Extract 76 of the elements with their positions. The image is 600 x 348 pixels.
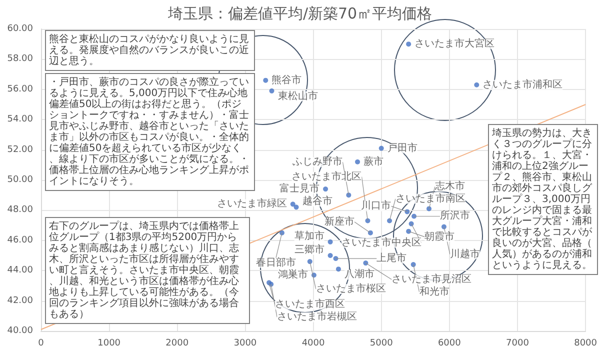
annotation: さいたま市北区 bbox=[292, 170, 362, 182]
annotation: 和光市 bbox=[419, 286, 450, 298]
annotation: さいたま市桜区 bbox=[316, 282, 386, 295]
annotation: 熊谷と東松山のコスパがかなり良いように見える。発展度や自然のバランスが良いこの近辺と思う。 bbox=[49, 33, 249, 67]
point bbox=[263, 78, 268, 83]
text: 右下のグループは、埼玉県内では価格帯上位グループ（1都3県の平均5200万円からみると割高感はあまり感じない）川口、志木、所沢といった市区は所得層が住みやすい町と言えそう。さいたま市中央区、朝霞、川越、和光という市区は価格帯が住み心地よりも上昇している可能性がある。（今回のランキング項目以外に強味がある場合もある） bbox=[49, 221, 239, 320]
x-tick-label: 7000 bbox=[506, 338, 530, 348]
annotation: 戸田市 bbox=[387, 142, 418, 154]
y-tick-label: 52.00 bbox=[7, 144, 34, 155]
annotation: 蕨市 bbox=[364, 155, 384, 168]
point bbox=[323, 186, 328, 192]
y-tick-label: 60.00 bbox=[7, 24, 34, 34]
point bbox=[269, 88, 274, 94]
annotation: 富士見市 bbox=[280, 182, 320, 195]
text: ・戸田市、蕨市のコスパの良さが際立っているように見える。5,000万円以下で住み心地偏差値50以上の街はお得だと思う。（ポジショントークですね・・すみません）・富士見市やふじみ野市、越谷市といった「さいたま市」以外の市区もコスパが良い。・全体的に偏差値50を超えられている市区が少なく、線より下の市区が多いことが気になる。・価格帯上位層の住み心地ランキング上昇がポイントになりそう。 bbox=[49, 77, 249, 187]
point bbox=[328, 239, 333, 244]
point bbox=[410, 262, 416, 268]
point bbox=[290, 202, 296, 207]
annotation: 川越市 bbox=[450, 248, 480, 260]
annotation: さいたま市大宮区 bbox=[414, 38, 495, 50]
point bbox=[355, 159, 360, 164]
annotation: 八潮市 bbox=[344, 268, 374, 280]
point bbox=[279, 230, 284, 236]
x-tick-label: 5000 bbox=[370, 338, 394, 348]
annotation: 所沢市 bbox=[440, 210, 470, 222]
y-tick-label: 54.00 bbox=[7, 114, 34, 125]
annotation: さいたま市緑区 bbox=[216, 198, 287, 210]
x-tick-label: 0 bbox=[38, 338, 44, 348]
point bbox=[406, 42, 412, 47]
x-tick-label: 4000 bbox=[302, 338, 325, 348]
y-tick-label: 44.00 bbox=[7, 266, 34, 276]
y-tick-label: 50.00 bbox=[7, 175, 34, 185]
annotation: ふじみ野市 bbox=[292, 156, 343, 168]
y-tick-label: 56.00 bbox=[7, 84, 34, 94]
point bbox=[378, 146, 384, 151]
annotation: 春日部市 bbox=[256, 256, 296, 268]
annotation: 川口市 bbox=[361, 200, 392, 212]
x-tick-label: 1000 bbox=[98, 338, 121, 348]
y-tick-label: 58.00 bbox=[7, 54, 34, 64]
text: 埼玉県の勢力は、大きく３つのグループに分けられる。１、大宮・浦和の上位2強グループ２、熊谷市、東松山市の郊外コスパ良しグループ３、3,000万円のレンジ内で固まる最大グループ大宮・浦和で比較するとコスパが良いのが大宮、品格（人気）があるのが浦和というように見える。 bbox=[492, 128, 592, 271]
x-tick-label: 6000 bbox=[438, 338, 462, 348]
annotation: さいたま市中央区 bbox=[341, 236, 422, 248]
x-tick-label: 3000 bbox=[234, 338, 257, 348]
point bbox=[294, 204, 299, 210]
chart-title: 埼玉県：偏差値平均/新築70㎡平均価格 bbox=[166, 4, 432, 22]
annotation: 越谷市 bbox=[302, 195, 332, 208]
annotation: 東松山市 bbox=[278, 90, 318, 102]
annotation: 朝霞市 bbox=[424, 230, 455, 242]
annotation: 新座市 bbox=[324, 215, 354, 228]
annotation: さいたま市浦和区 bbox=[482, 78, 563, 90]
y-tick-label: 46.00 bbox=[7, 235, 34, 246]
point bbox=[328, 253, 333, 258]
annotation: さいたま市西区 bbox=[275, 298, 346, 310]
point bbox=[346, 192, 352, 198]
point bbox=[363, 260, 368, 266]
point bbox=[336, 266, 341, 272]
annotation: さいたま市南区 bbox=[396, 192, 466, 204]
point bbox=[412, 214, 417, 219]
point bbox=[426, 206, 432, 212]
point bbox=[474, 82, 480, 88]
y-tick-label: 40.00 bbox=[7, 326, 34, 336]
annotation: 志木市 bbox=[434, 180, 465, 192]
annotation: 草加市 bbox=[294, 230, 324, 242]
annotation: 熊谷市 bbox=[272, 74, 302, 86]
x-tick-label: 8000 bbox=[574, 338, 598, 348]
annotation: さいたま市岩槻区 bbox=[277, 310, 358, 323]
point bbox=[307, 259, 312, 264]
point bbox=[368, 230, 373, 236]
x-tick-label: 2000 bbox=[166, 338, 189, 348]
annotation: さいたま市見沼区 bbox=[392, 273, 472, 286]
y-tick-label: 48.00 bbox=[7, 205, 34, 216]
annotation: 上尾市 bbox=[376, 252, 407, 264]
annotation: 鴻巣市 bbox=[278, 268, 308, 281]
annotation: 三郷市 bbox=[294, 244, 324, 256]
y-tick-label: 42.00 bbox=[7, 296, 34, 306]
point bbox=[387, 218, 392, 224]
